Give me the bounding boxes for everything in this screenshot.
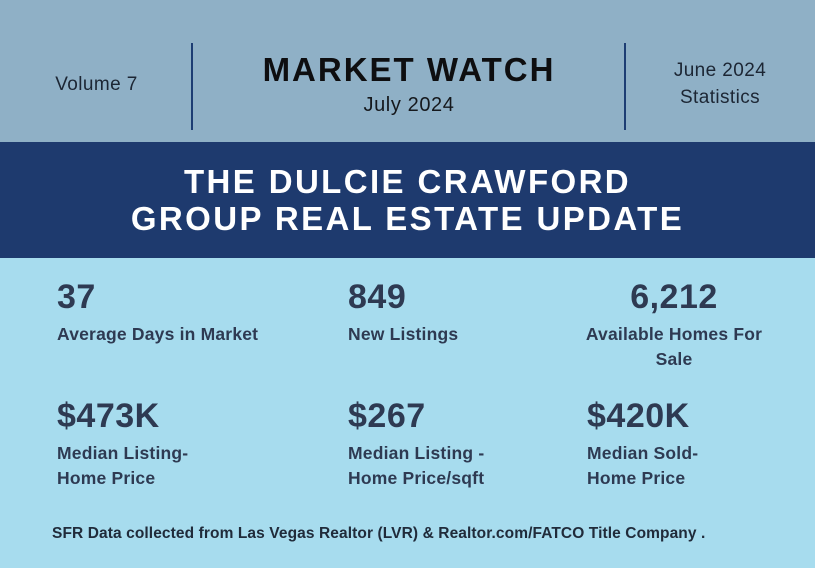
stats-period-line2: Statistics xyxy=(679,86,761,108)
volume-label: Volume 7 xyxy=(55,73,138,95)
stats-period-line1: June 2024 xyxy=(673,60,767,82)
stat-median-listing-price-sqft: $267 Median Listing - Home Price/sqft xyxy=(348,399,567,492)
stat-value: $420K xyxy=(587,396,690,435)
page-title: MARKET WATCH xyxy=(262,50,556,88)
stat-label-line1: Median Listing- xyxy=(57,442,189,463)
stat-average-days-in-market: 37 Average Days in Market xyxy=(57,280,348,373)
header-divider-left xyxy=(191,43,193,130)
stat-value: $267 xyxy=(348,396,426,435)
stat-value: 37 xyxy=(57,278,96,316)
header-content: Volume 7 MARKET WATCH July 2024 June 202… xyxy=(0,50,815,118)
stats-row-2: $473K Median Listing- Home Price $267 Me… xyxy=(57,399,781,492)
stat-label-line2: Home Price xyxy=(57,468,156,489)
stat-label-line1: Median Sold- xyxy=(587,442,699,463)
header-divider-right xyxy=(624,43,626,130)
stat-median-sold-home-price: $420K Median Sold- Home Price xyxy=(567,399,781,492)
page-subtitle: July 2024 xyxy=(363,94,455,117)
stat-label: New Listings xyxy=(348,324,459,344)
stat-label-line2: Home Price xyxy=(587,468,686,489)
stats-section: 37 Average Days in Market 849 New Listin… xyxy=(0,258,815,492)
stats-period: June 2024 Statistics xyxy=(625,58,815,112)
masthead: MARKET WATCH July 2024 xyxy=(193,50,625,118)
stat-label-line1: Median Listing - xyxy=(348,442,485,463)
stat-new-listings: 849 New Listings xyxy=(348,280,567,373)
banner-title-line2: GROUP REAL ESTATE UPDATE xyxy=(130,200,685,237)
stats-row-1: 37 Average Days in Market 849 New Listin… xyxy=(57,280,781,373)
stat-label: Available Homes For Sale xyxy=(585,324,763,370)
title-banner: THE DULCIE CRAWFORD GROUP REAL ESTATE UP… xyxy=(0,142,815,258)
stat-value: $473K xyxy=(57,396,160,435)
stat-value: 6,212 xyxy=(630,278,718,316)
header-band: Volume 7 MARKET WATCH July 2024 June 202… xyxy=(0,0,815,142)
stat-median-listing-home-price: $473K Median Listing- Home Price xyxy=(57,399,348,492)
data-source-note: SFR Data collected from Las Vegas Realto… xyxy=(52,524,706,542)
banner-title-line1: THE DULCIE CRAWFORD xyxy=(183,162,632,200)
stat-label: Average Days in Market xyxy=(57,324,259,344)
footer: SFR Data collected from Las Vegas Realto… xyxy=(0,492,815,568)
stat-value: 849 xyxy=(348,278,407,316)
stat-label-line2: Home Price/sqft xyxy=(348,468,485,489)
stat-available-homes: 6,212 Available Homes For Sale xyxy=(567,280,781,373)
